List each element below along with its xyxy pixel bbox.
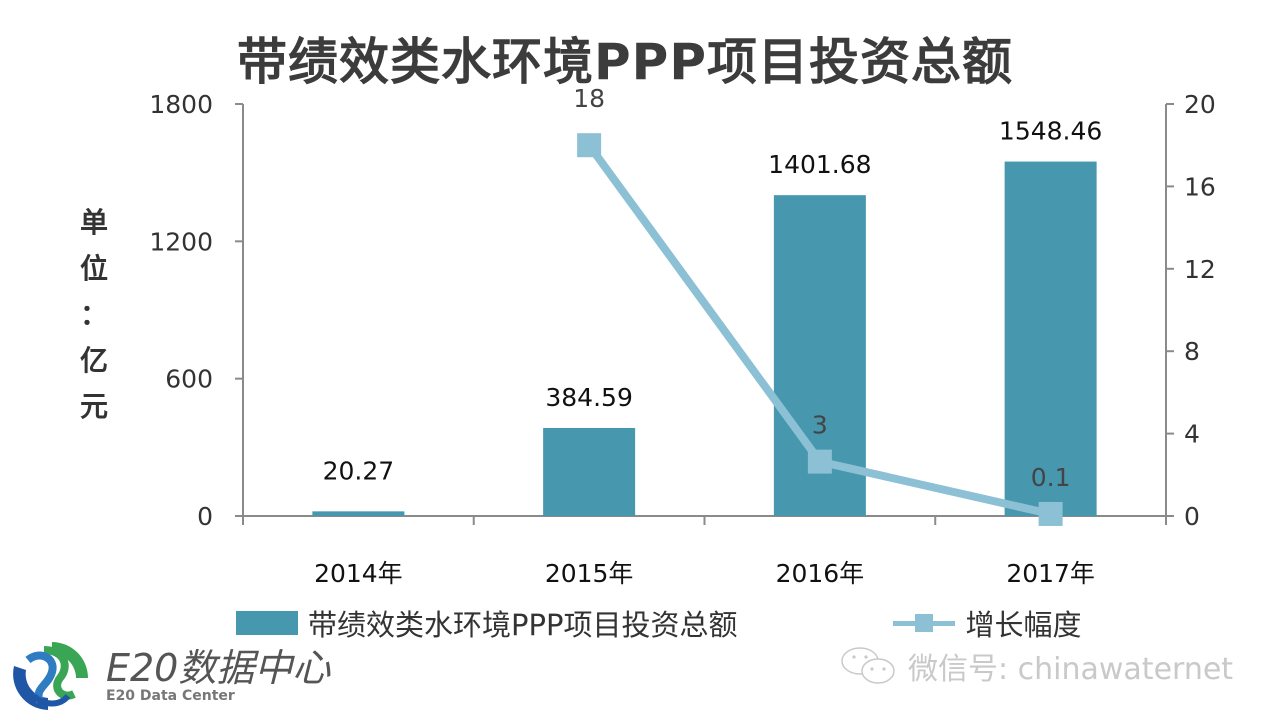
bar-swatch-icon [236,611,298,635]
y-axis-label: 单 位 ： 亿 元 [74,200,114,430]
wechat-watermark: 微信号: chinawaternet [838,644,1233,688]
legend: 带绩效类水环境PPP项目投资总额 增长幅度 [236,600,1141,646]
logo-text-cn: E20数据中心 [106,646,331,690]
combo-chart: 0 600 1200 1800 0 4 8 12 16 20 20.27 2014年 384.59 201… [149,84,1216,588]
e20-logo: E20数据中心 E20 Data Center [4,636,330,716]
svg-text:1800: 1800 [149,90,213,119]
svg-text:18: 18 [573,84,605,113]
svg-text:384.59: 384.59 [545,383,632,412]
svg-text:16: 16 [1184,172,1216,201]
svg-text:12: 12 [1184,255,1216,284]
legend-item-growth: 增长幅度 [893,602,1081,644]
svg-text:1200: 1200 [149,227,213,256]
svg-text:20: 20 [1184,90,1216,119]
svg-text:0: 0 [197,502,213,531]
legend-item-investment: 带绩效类水环境PPP项目投资总额 [236,602,737,644]
line-marker-swatch-icon [893,611,956,635]
svg-text:0.1: 0.1 [1031,463,1071,492]
y-axis-label-char: 位 [79,252,108,285]
e20-swirl-logo-icon [13,642,88,710]
svg-text:2016年: 2016年 [776,559,865,588]
chart-title: 带绩效类水环境PPP项目投资总额 [237,33,1013,91]
svg-text:2014年: 2014年 [314,559,403,588]
svg-text:600: 600 [165,365,213,394]
svg-text:20.27: 20.27 [323,456,395,485]
svg-text:4: 4 [1184,420,1200,449]
svg-text:2017年: 2017年 [1006,559,1095,588]
logo-text-en: E20 Data Center [106,688,235,704]
y-axis-label-char: 亿 [79,344,108,377]
svg-text:8: 8 [1184,337,1200,366]
svg-text:3: 3 [812,411,828,440]
legend-label: 带绩效类水环境PPP项目投资总额 [308,608,738,642]
wechat-icon [841,647,895,684]
svg-text:1548.46: 1548.46 [999,117,1102,146]
watermark-text: 微信号: chinawaternet [908,652,1234,687]
svg-text:0: 0 [1184,502,1200,531]
legend-label: 增长幅度 [965,608,1082,642]
y-axis-label-char: 元 [79,390,108,423]
svg-text:2015年: 2015年 [545,559,634,588]
y-axis-label-char: ： [79,298,108,331]
svg-text:1401.68: 1401.68 [768,150,871,179]
y-axis-label-char: 单 [79,206,108,239]
